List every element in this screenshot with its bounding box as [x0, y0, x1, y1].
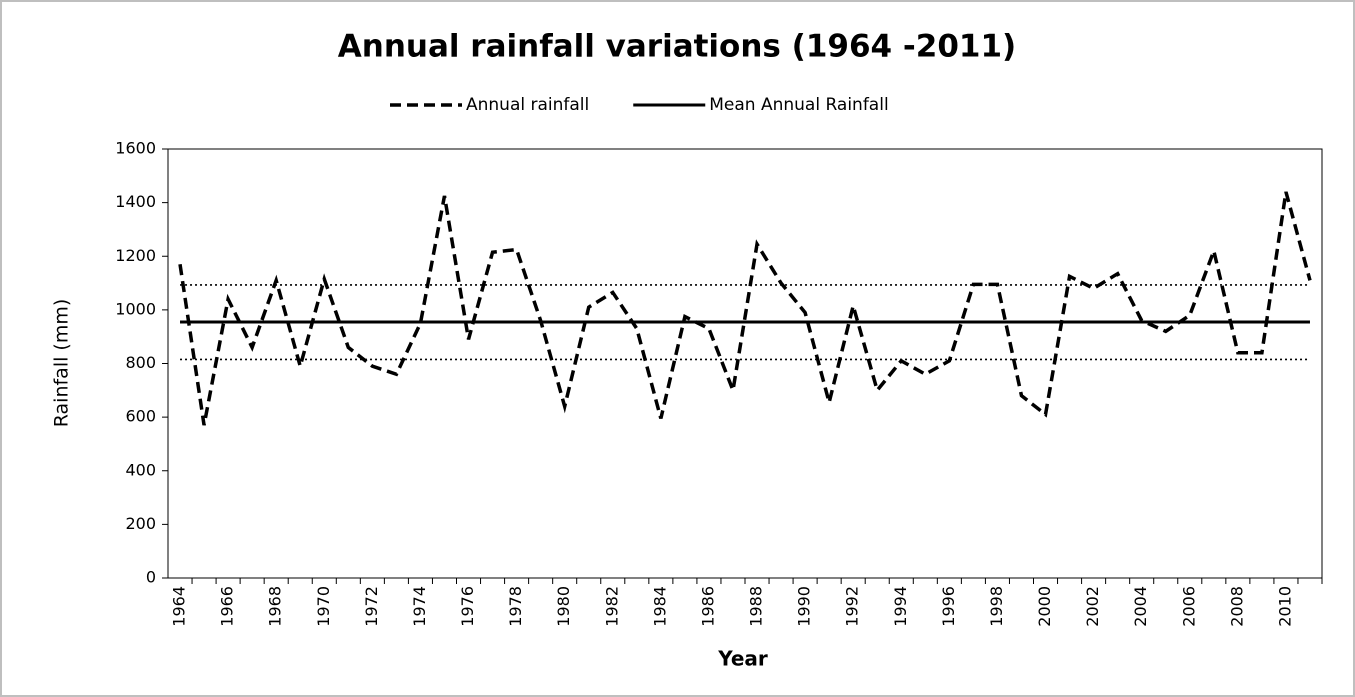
- x-tick-label: 2010: [1275, 586, 1294, 627]
- x-tick-label: 1982: [602, 586, 621, 627]
- y-tick-label: 0: [146, 568, 156, 587]
- y-tick-label: 400: [125, 460, 156, 479]
- x-tick-label: 1990: [795, 586, 814, 627]
- x-tick-label: 1976: [458, 586, 477, 627]
- x-tick-label: 2000: [1035, 586, 1054, 627]
- x-tick-label: 2004: [1131, 586, 1150, 627]
- x-tick-label: 1980: [554, 586, 573, 627]
- legend-label: Mean Annual Rainfall: [709, 95, 888, 115]
- chart-title: Annual rainfall variations (1964 -2011): [338, 29, 1016, 65]
- y-tick-label: 800: [125, 353, 156, 372]
- x-tick-label: 2006: [1179, 586, 1198, 627]
- y-tick-label: 200: [125, 514, 156, 533]
- x-tick-label: 1988: [747, 586, 766, 627]
- x-tick-label: 1978: [506, 586, 525, 627]
- x-tick-label: 1986: [698, 586, 717, 627]
- y-axis-label: Rainfall (mm): [51, 299, 73, 428]
- x-tick-label: 2002: [1083, 586, 1102, 627]
- x-tick-label: 1994: [891, 586, 910, 627]
- x-tick-label: 1996: [939, 586, 958, 627]
- y-tick-label: 1200: [115, 246, 156, 265]
- x-tick-label: 1970: [314, 586, 333, 627]
- x-tick-label: 1964: [170, 586, 189, 627]
- x-tick-label: 1974: [410, 586, 429, 627]
- x-tick-label: 1966: [218, 586, 237, 627]
- x-axis-label: Year: [717, 647, 768, 671]
- y-tick-label: 600: [125, 407, 156, 426]
- x-tick-label: 1998: [987, 586, 1006, 627]
- x-tick-label: 2008: [1227, 586, 1246, 627]
- series-line: [178, 191, 1312, 426]
- y-tick-label: 1400: [115, 192, 156, 211]
- x-tick-label: 1968: [266, 586, 285, 627]
- x-tick-label: 1972: [362, 586, 381, 627]
- y-tick-label: 1600: [115, 139, 156, 158]
- legend-label: Annual rainfall: [466, 95, 589, 115]
- y-tick-label: 1000: [115, 299, 156, 318]
- x-tick-label: 1992: [843, 586, 862, 627]
- x-tick-label: 1984: [650, 586, 669, 627]
